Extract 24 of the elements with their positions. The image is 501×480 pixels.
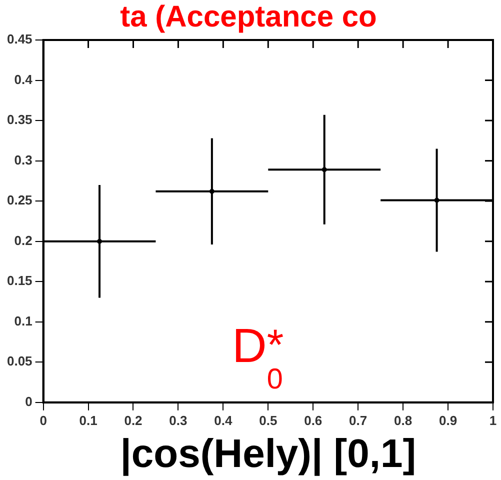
y-tick-label: 0.35	[6, 112, 32, 128]
x-tick-label: 0.3	[169, 412, 188, 428]
x-tick-label: 0.6	[304, 412, 322, 428]
x-tick-label: 0.7	[349, 412, 368, 428]
x-tick-label: 0.4	[214, 412, 233, 428]
y-tick-label: 0.2	[14, 232, 32, 248]
y-tick-label: 0.3	[14, 152, 32, 168]
x-tick-label: 0.2	[124, 412, 142, 428]
y-tick-label: 0.05	[6, 354, 32, 369]
x-tick-label: 0.9	[438, 412, 458, 428]
annotation: D*0	[232, 320, 284, 396]
x-tick-label: 1	[489, 412, 497, 428]
y-tick-label: 0.45	[6, 32, 32, 47]
x-tick-label: 0.1	[79, 412, 98, 428]
chart-title: ta (Acceptance co	[120, 0, 377, 34]
x-tick-label: 0.8	[394, 412, 412, 428]
x-tick-label: 0.5	[259, 412, 278, 428]
y-tick-label: 0.25	[6, 192, 32, 208]
y-tick-label: 0.1	[14, 313, 32, 328]
x-axis-title: |cos(Hely)| [0,1]	[120, 432, 416, 476]
y-tick-label: 0	[25, 394, 32, 409]
y-tick-label: 0.15	[6, 273, 32, 288]
x-tick-label: 0	[40, 412, 47, 428]
y-tick-label: 0.4	[14, 72, 34, 87]
